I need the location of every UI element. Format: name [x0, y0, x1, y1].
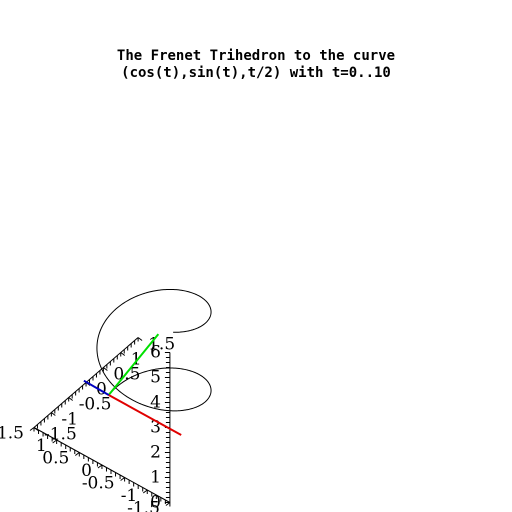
chart-title-line-2: (cos(t),sin(t),t/2) with t=0..10 [121, 65, 391, 81]
x-tick-label: -1 [121, 486, 138, 506]
y-tick-label: -1 [61, 410, 78, 430]
x-tick-label: 0 [81, 461, 92, 481]
x-axis-major-tick [120, 477, 125, 481]
chart-title-line-1: The Frenet Trihedron to the curve [116, 48, 396, 64]
y-axis-major-tick [103, 367, 108, 371]
x-axis-major-tick [142, 489, 148, 494]
y-axis-major-tick [137, 337, 143, 341]
chart-title: The Frenet Trihedron to the curve (cos(t… [0, 48, 512, 82]
z-tick-label: 3 [150, 418, 161, 438]
z-tick-label: 2 [150, 443, 161, 463]
z-tick-label: 0 [150, 493, 161, 512]
x-tick-label: 1.5 [0, 424, 24, 444]
y-tick-label: 0 [96, 380, 107, 400]
x-axis-major-tick [29, 427, 35, 431]
curve-layer [96, 288, 212, 412]
x-tick-label: -1.5 [127, 499, 160, 512]
x-axis-major-tick [52, 439, 57, 444]
y-tick-label: 1 [131, 350, 142, 370]
z-tick-label: 5 [150, 368, 161, 388]
y-axis-major-tick [120, 352, 126, 356]
x-tick-label: -0.5 [82, 474, 115, 494]
tangent-vector [107, 333, 160, 396]
z-tick-label: 4 [150, 393, 161, 413]
normal-vector [108, 394, 182, 436]
x-tick-label: 1 [36, 436, 47, 456]
y-tick-label: -0.5 [79, 395, 112, 415]
trihedron-layer [83, 333, 182, 436]
z-tick-label: 1 [150, 468, 161, 488]
y-axis-major-tick [33, 427, 39, 431]
y-tick-label: -1.5 [44, 425, 77, 445]
y-axis-major-tick [68, 397, 73, 401]
helix-curve [96, 288, 212, 412]
z-tick-label: 6 [150, 343, 161, 363]
y-axis-major-tick [51, 412, 56, 416]
x-tick-label: 0.5 [42, 449, 69, 469]
x-axis-major-tick [97, 464, 103, 469]
binormal-vector [83, 379, 110, 396]
x-axis-major-tick [75, 452, 80, 456]
axes-layer: -1.5-1-0.500.511.5 -1.5-1-0.500.511.50123… [0, 335, 175, 512]
